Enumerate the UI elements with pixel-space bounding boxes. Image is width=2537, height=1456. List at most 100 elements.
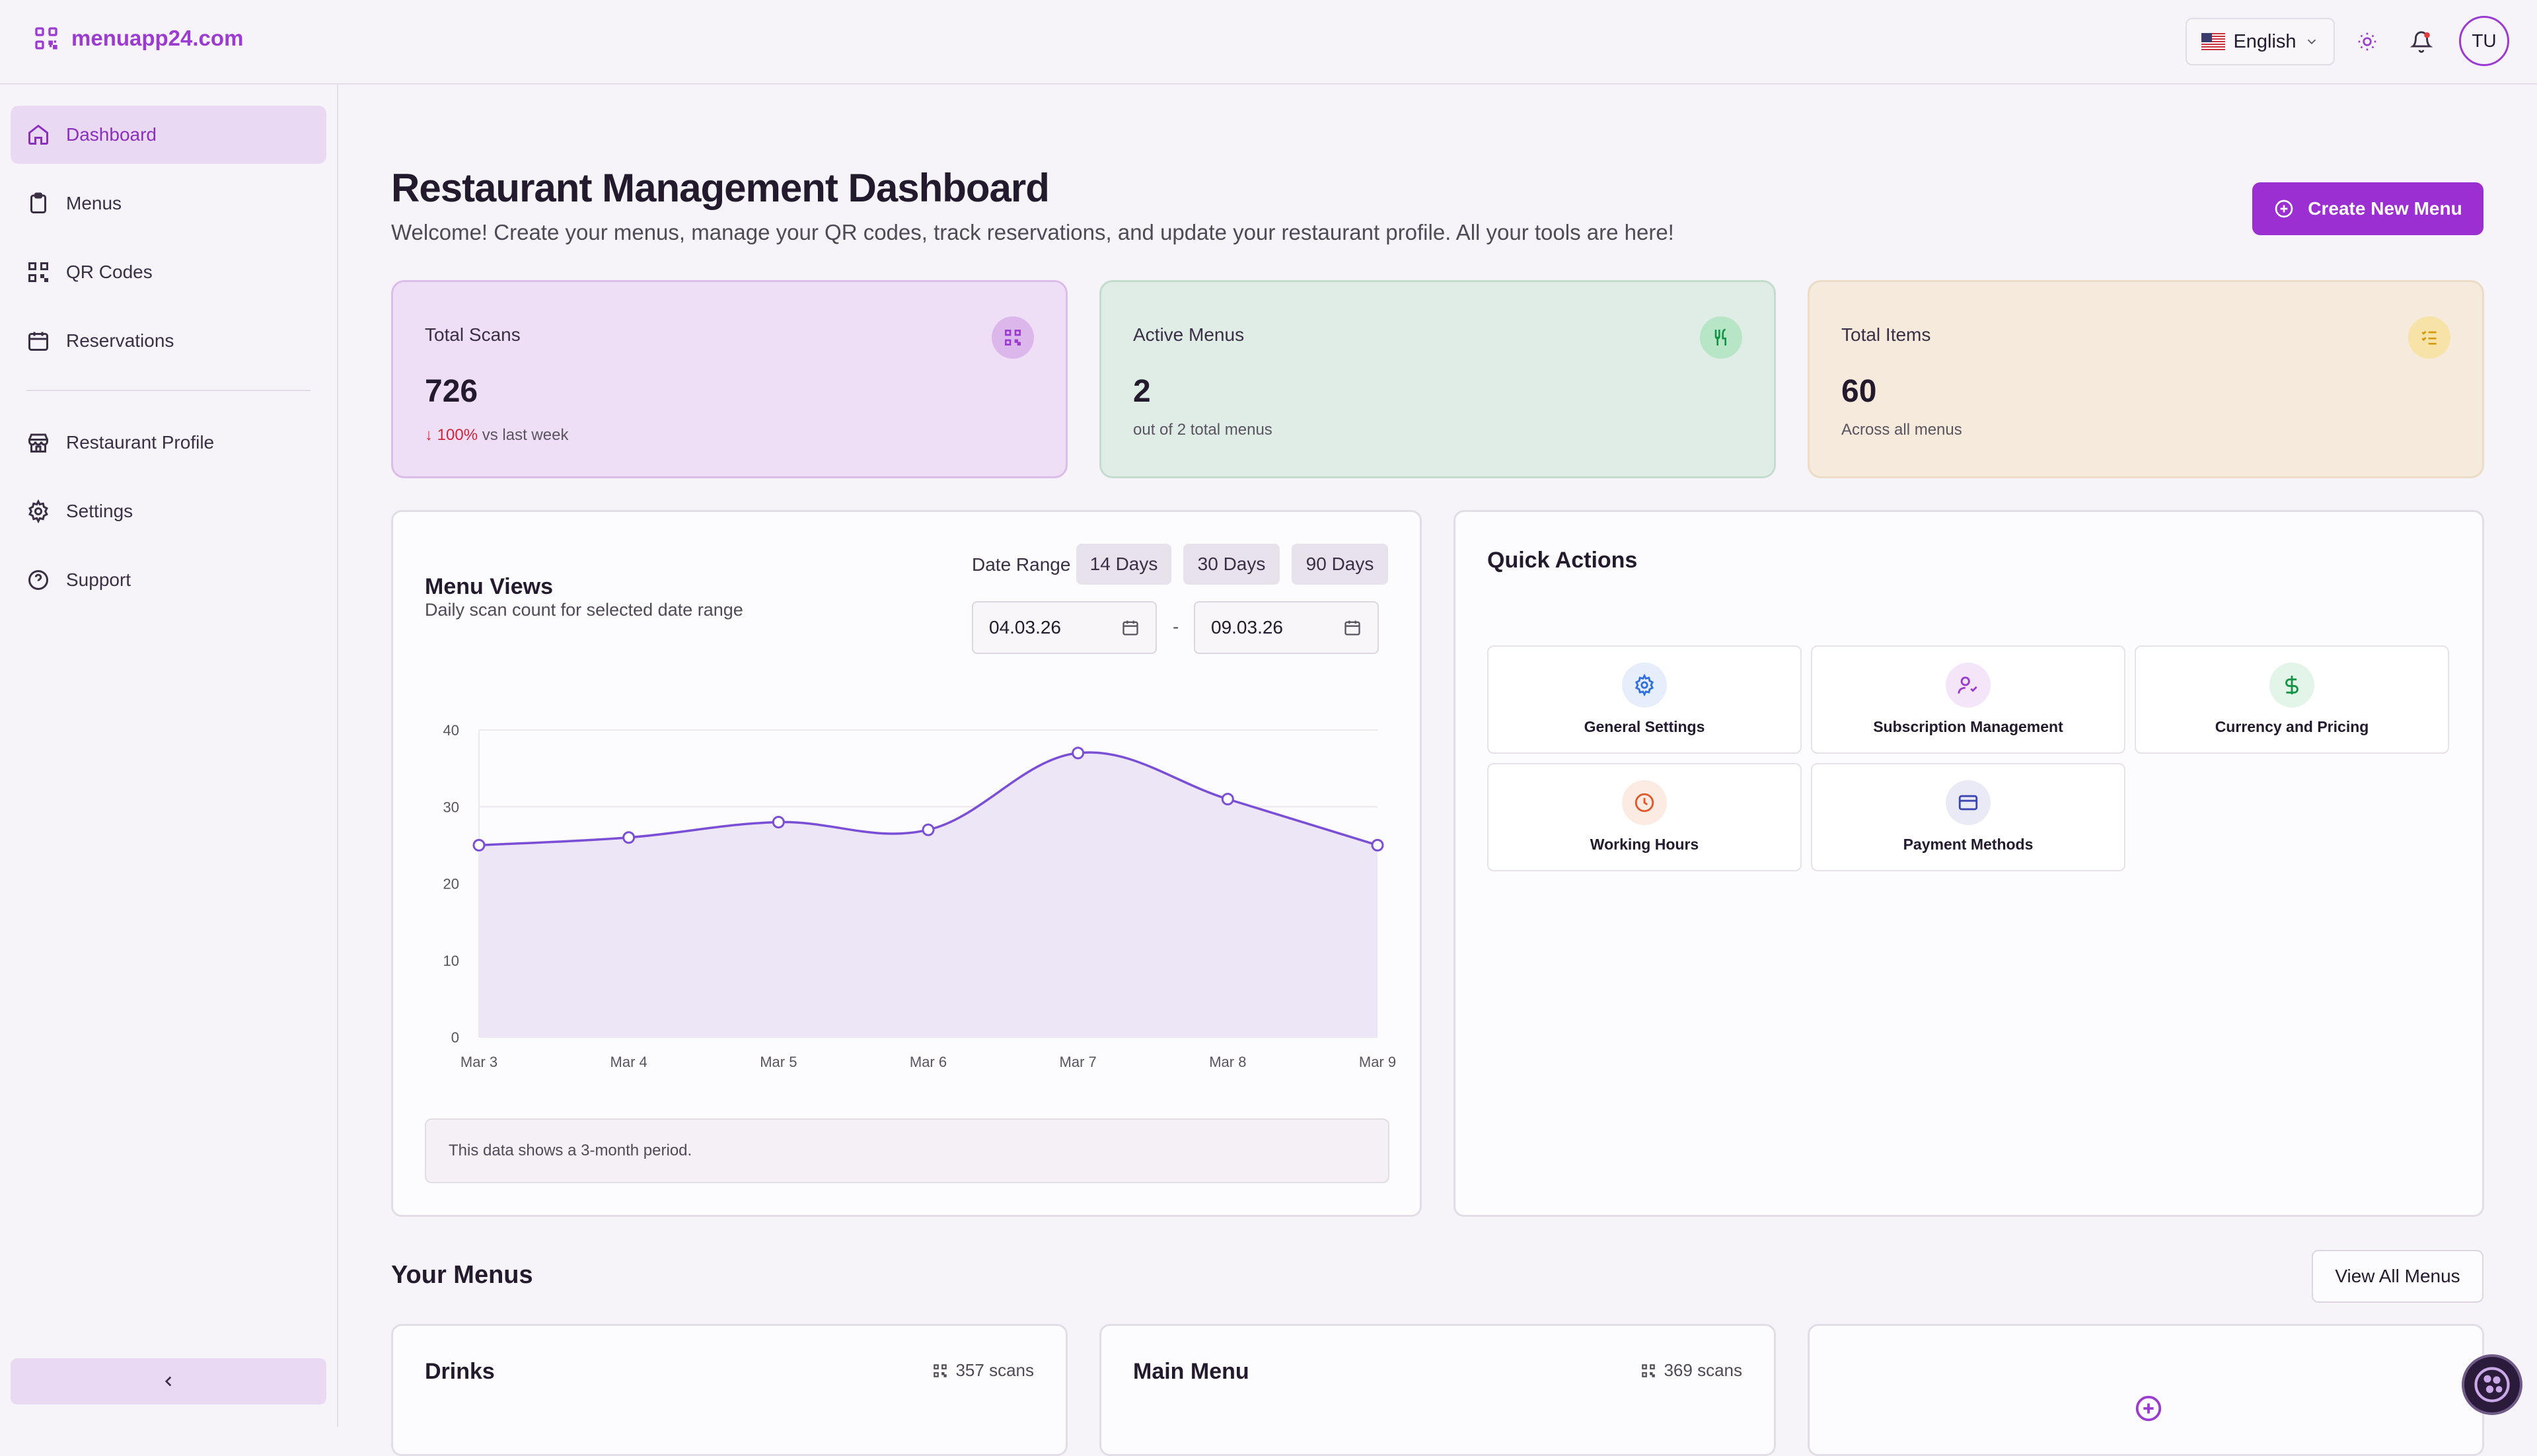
store-icon	[26, 431, 50, 455]
sidebar-item-label: Support	[66, 569, 131, 590]
quick-action-payment-methods[interactable]: Payment Methods	[1811, 763, 2125, 871]
sidebar: Dashboard Menus QR Codes Reservations Re…	[0, 85, 338, 1427]
y-tick-label: 20	[443, 876, 459, 892]
chevron-left-icon	[160, 1373, 177, 1390]
menu-views-chart: 0 10 20 30 40 Mar 3 Mar 4 Mar 5 Mar 6 Mar 7 Mar 8 M…	[443, 722, 1397, 1070]
menu-views-panel: Menu Views Daily scan count for selected…	[391, 510, 1422, 1217]
menu-card-main-menu[interactable]: Main Menu 369 scans	[1099, 1324, 1776, 1456]
sidebar-item-dashboard[interactable]: Dashboard	[11, 106, 326, 164]
data-point	[772, 816, 785, 828]
brand-name: menuapp24.com	[71, 26, 244, 50]
quick-action-label: Currency and Pricing	[2215, 718, 2369, 735]
bell-icon	[2410, 30, 2433, 53]
qr-logo-icon	[33, 25, 59, 52]
end-date-input[interactable]: 09.03.26	[1194, 601, 1379, 654]
sidebar-item-label: Dashboard	[66, 124, 157, 145]
quick-action-working-hours[interactable]: Working Hours	[1487, 763, 1802, 871]
start-date-value: 04.03.26	[989, 617, 1061, 637]
range-14-days-button[interactable]: 14 Days	[1076, 544, 1171, 585]
sidebar-item-menus[interactable]: Menus	[11, 174, 326, 233]
x-tick-label: Mar 3	[460, 1054, 497, 1070]
total-scans-card: Total Scans 726 ↓ 100% vs last week	[391, 280, 1068, 478]
create-new-menu-label: Create New Menu	[2308, 198, 2462, 219]
menu-scans: 357 scans	[932, 1360, 1034, 1381]
stat-change-suffix: vs last week	[482, 426, 569, 444]
x-tick-label: Mar 5	[760, 1054, 797, 1070]
your-menus-title: Your Menus	[391, 1261, 533, 1289]
clipboard-icon	[26, 192, 50, 215]
quick-action-currency-and-pricing[interactable]: Currency and Pricing	[2135, 645, 2449, 754]
active-menus-card: Active Menus 2 out of 2 total menus	[1099, 280, 1776, 478]
y-tick-label: 10	[443, 953, 459, 969]
create-new-menu-button[interactable]: Create New Menu	[2252, 182, 2483, 235]
sidebar-item-support[interactable]: Support	[11, 551, 326, 609]
quick-action-label: Subscription Management	[1873, 718, 2063, 735]
data-point	[472, 838, 486, 852]
view-all-menus-button[interactable]: View All Menus	[2312, 1250, 2483, 1303]
data-point	[1072, 746, 1085, 760]
user-avatar[interactable]: TU	[2459, 16, 2509, 66]
notifications-button[interactable]	[2405, 25, 2438, 58]
date-separator: -	[1173, 616, 1179, 637]
quick-action-general-settings[interactable]: General Settings	[1487, 645, 1802, 754]
range-30-days-button[interactable]: 30 Days	[1183, 544, 1280, 585]
x-tick-label: Mar 9	[1359, 1054, 1396, 1070]
data-point	[922, 823, 935, 836]
calendar-icon	[1121, 618, 1140, 637]
sidebar-item-label: QR Codes	[66, 262, 153, 282]
menu-name: Main Menu	[1133, 1359, 1249, 1384]
collapse-sidebar-button[interactable]	[11, 1358, 326, 1404]
menu-scans: 369 scans	[1640, 1360, 1742, 1381]
stat-label: Active Menus	[1133, 324, 1245, 345]
stat-value: 726	[425, 374, 478, 409]
stat-value: 60	[1841, 374, 1877, 409]
menu-name: Drinks	[425, 1359, 495, 1384]
quick-action-label: Payment Methods	[1903, 836, 2034, 853]
home-icon	[26, 123, 50, 147]
cookie-icon	[2464, 1357, 2520, 1412]
calendar-icon	[1343, 618, 1362, 637]
stat-change: ↓ 100% vs last week	[425, 426, 568, 445]
page-title: Restaurant Management Dashboard	[391, 166, 1050, 210]
calendar-icon	[26, 329, 50, 353]
sidebar-item-qr-codes[interactable]: QR Codes	[11, 243, 326, 301]
sidebar-item-label: Restaurant Profile	[66, 432, 215, 453]
qr-code-icon	[992, 316, 1034, 359]
quick-action-label: General Settings	[1584, 718, 1705, 735]
gear-icon	[1622, 663, 1667, 708]
stat-note: Across all menus	[1841, 421, 1962, 439]
utensils-icon	[1700, 316, 1742, 359]
x-tick-label: Mar 7	[1060, 1054, 1097, 1070]
help-circle-icon	[26, 568, 50, 592]
menu-card-drinks[interactable]: Drinks 357 scans	[391, 1324, 1068, 1456]
series-area	[479, 752, 1378, 1037]
sidebar-item-settings[interactable]: Settings	[11, 482, 326, 540]
credit-card-icon	[1946, 780, 1991, 825]
y-tick-label: 0	[451, 1029, 459, 1046]
plus-circle-icon	[2133, 1393, 2164, 1424]
sidebar-item-restaurant-profile[interactable]: Restaurant Profile	[11, 414, 326, 472]
quick-action-label: Working Hours	[1590, 836, 1699, 853]
theme-toggle-button[interactable]	[2351, 25, 2384, 58]
menu-views-subtitle: Daily scan count for selected date range	[425, 600, 743, 620]
stat-label: Total Scans	[425, 324, 521, 345]
start-date-input[interactable]: 04.03.26	[972, 601, 1157, 654]
chevron-down-icon	[2304, 34, 2319, 49]
dollar-icon	[2269, 663, 2314, 708]
language-selector[interactable]: English	[2186, 18, 2335, 65]
stat-change-value: ↓ 100%	[425, 426, 478, 444]
cookie-settings-button[interactable]	[2462, 1354, 2522, 1415]
menu-scans-count: 369 scans	[1664, 1360, 1742, 1380]
quick-actions-panel: Quick Actions General Settings Subscript…	[1453, 510, 2484, 1217]
add-menu-card[interactable]	[1808, 1324, 2484, 1456]
clock-icon	[1622, 780, 1667, 825]
brand-logo[interactable]: menuapp24.com	[33, 25, 243, 52]
x-tick-label: Mar 8	[1209, 1054, 1246, 1070]
sidebar-item-reservations[interactable]: Reservations	[11, 312, 326, 370]
page-subtitle: Welcome! Create your menus, manage your …	[391, 220, 1674, 244]
data-point	[622, 831, 636, 844]
quick-action-subscription-management[interactable]: Subscription Management	[1811, 645, 2125, 754]
us-flag-icon	[2201, 33, 2226, 50]
range-90-days-button[interactable]: 90 Days	[1292, 544, 1388, 585]
plus-circle-icon	[2273, 198, 2295, 219]
